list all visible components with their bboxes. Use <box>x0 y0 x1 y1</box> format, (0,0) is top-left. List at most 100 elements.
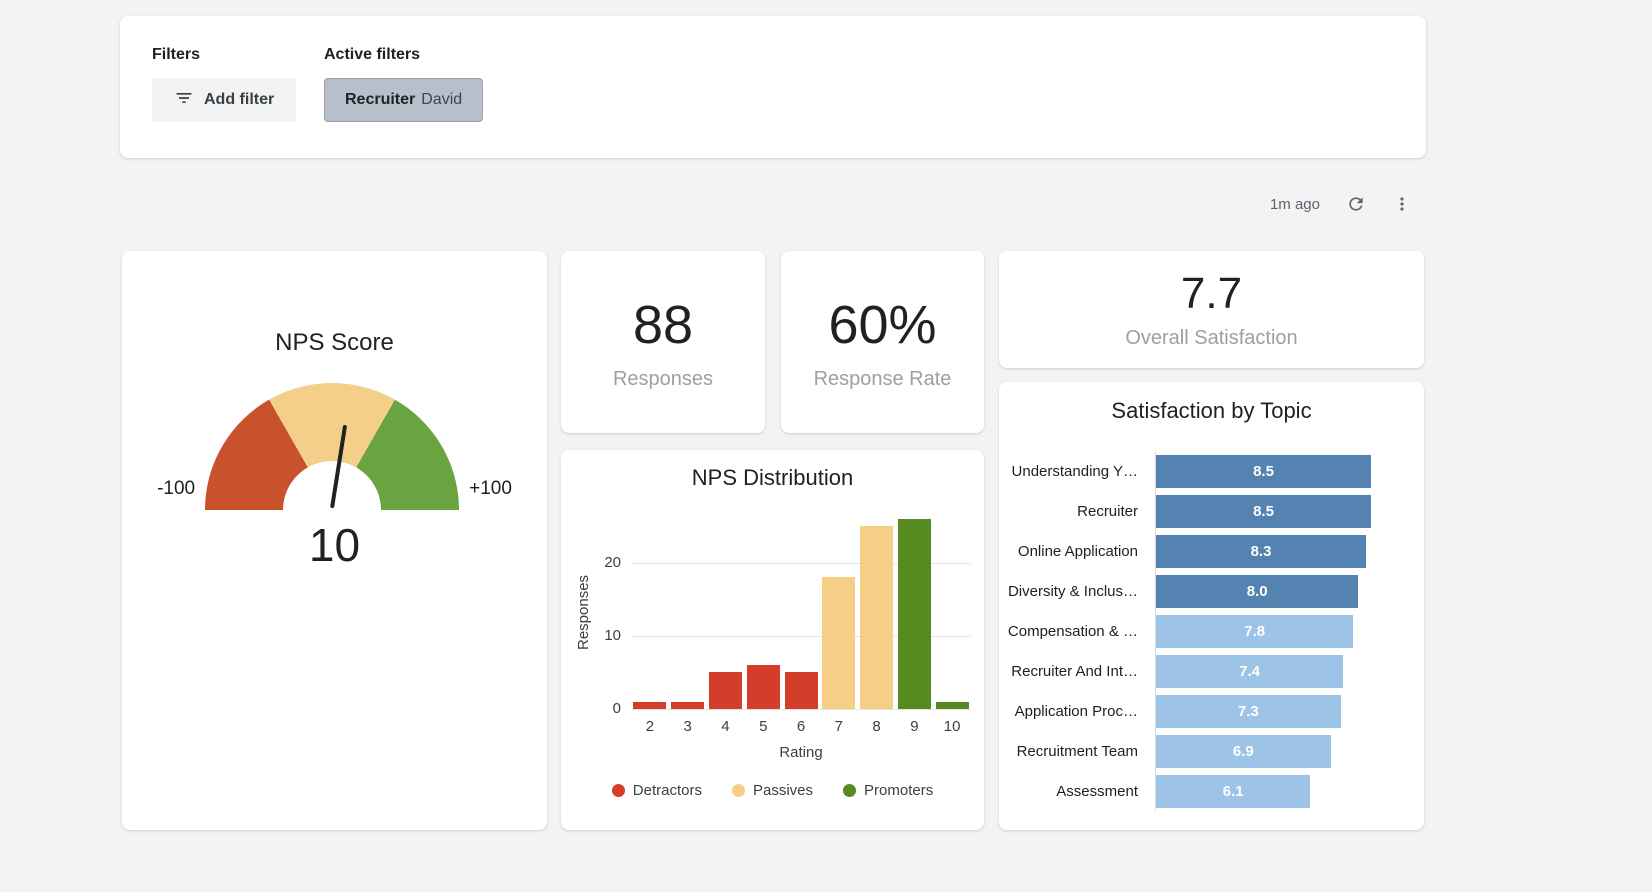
topic-row: Compensation & … 7.8 <box>999 611 1424 651</box>
response-rate-label: Response Rate <box>813 367 952 390</box>
bar-slot <box>858 519 896 709</box>
topic-bar-value: 8.5 <box>1253 502 1274 520</box>
responses-label: Responses <box>612 367 714 390</box>
nps-distribution-xticks: 2 3 4 5 6 7 8 9 10 <box>631 718 971 735</box>
gridline <box>631 709 971 710</box>
legend-dot <box>731 784 745 797</box>
legend-item-passives[interactable]: Passives <box>731 782 814 799</box>
y-axis-label: Responses <box>575 574 592 651</box>
gauge-max-label: +100 <box>469 478 512 499</box>
topic-row: Assessment 6.1 <box>999 771 1424 811</box>
distribution-bar-8[interactable] <box>860 526 894 709</box>
legend-dot <box>843 784 857 797</box>
topic-axis-line <box>1155 451 1156 811</box>
topic-bar-value: 7.8 <box>1244 622 1266 640</box>
x-tick-label: 6 <box>796 718 806 735</box>
topic-bar-4[interactable]: 8.0 <box>1156 574 1359 608</box>
topic-row: Diversity & Inclus… 8.0 <box>999 571 1424 611</box>
topic-bar-value: 8.0 <box>1246 582 1268 600</box>
topic-label: Diversity & Inclus… <box>1007 582 1138 600</box>
filters-heading: Filters <box>152 46 201 63</box>
distribution-bar-9[interactable] <box>897 519 931 709</box>
filter-icon <box>174 88 194 113</box>
bar-slot <box>933 519 971 709</box>
topic-bar-area: 8.5 <box>1155 454 1408 488</box>
topic-bar-area: 8.3 <box>1155 534 1408 568</box>
nps-distribution-card: NPS Distribution Responses 2 3 4 5 6 7 8 9 10 Ra… <box>561 450 984 830</box>
legend-item-promoters[interactable]: Promoters <box>843 782 933 799</box>
x-tick-label: 8 <box>872 718 881 735</box>
filters-column: Filters Add filter <box>152 46 324 158</box>
x-tick-label: 4 <box>721 718 730 735</box>
distribution-bar-6[interactable] <box>784 672 818 709</box>
chip-filter-name: Recruiter <box>345 91 416 108</box>
distribution-bar-7[interactable] <box>822 577 856 709</box>
legend-item-detractors[interactable]: Detractors <box>611 782 702 799</box>
gauge-arc-wrap <box>205 383 460 510</box>
topic-label: Online Application <box>1017 542 1138 560</box>
refresh-button[interactable] <box>1346 194 1366 214</box>
satisfaction-by-topic-card: Satisfaction by Topic Understanding Y… 8.… <box>999 382 1424 830</box>
topic-bar-area: 7.4 <box>1155 654 1408 688</box>
topic-label: Application Proc… <box>1014 702 1138 720</box>
gridline <box>631 562 971 564</box>
topic-bar-area: 7.8 <box>1155 614 1408 648</box>
topic-label: Recruiter And Int… <box>1011 662 1138 680</box>
nps-distribution-legend: Detractors Passives Promoters <box>561 782 984 799</box>
last-updated-text: 1m ago <box>1269 195 1320 213</box>
x-tick-label: 5 <box>759 718 768 735</box>
bar-slot <box>669 519 707 709</box>
topic-bar-value: 8.5 <box>1253 462 1274 480</box>
gridline <box>631 635 971 637</box>
topic-bar-area: 8.5 <box>1155 494 1408 528</box>
topic-bar-value: 6.9 <box>1232 742 1254 760</box>
topic-bar-area: 7.3 <box>1155 694 1408 728</box>
active-filter-chip[interactable]: Recruiter David <box>324 78 484 122</box>
bar-slot <box>707 519 745 709</box>
refresh-icon <box>1349 197 1363 211</box>
topic-bar-3[interactable]: 8.3 <box>1156 534 1366 568</box>
topic-label: Understanding Y… <box>1011 462 1138 480</box>
distribution-bar-5[interactable] <box>746 665 780 709</box>
distribution-bar-4[interactable] <box>708 672 742 709</box>
topic-bar-area: 8.0 <box>1155 574 1408 608</box>
legend-label: Detractors <box>632 782 702 799</box>
topic-bar-value: 8.3 <box>1250 542 1272 560</box>
topic-bar-area: 6.1 <box>1155 774 1408 808</box>
x-tick-label: 9 <box>910 718 919 735</box>
topic-label: Recruitment Team <box>1016 742 1138 760</box>
legend-dot <box>611 784 625 797</box>
topic-row: Recruitment Team 6.9 <box>999 731 1424 771</box>
overall-satisfaction-label: Overall Satisfaction <box>1125 327 1298 349</box>
topic-bar-9[interactable]: 6.1 <box>1156 774 1311 808</box>
x-tick-label: 10 <box>943 718 961 735</box>
filters-panel: Filters Add filter Active filters Recrui… <box>120 16 1426 158</box>
distribution-bar-3[interactable] <box>671 701 705 709</box>
bar-slot <box>782 519 820 709</box>
nps-score-title: NPS Score <box>275 329 394 356</box>
y-tick-label: 0 <box>612 700 621 717</box>
nps-gauge: -100 +100 <box>122 383 547 510</box>
topic-bar-5[interactable]: 7.8 <box>1156 614 1354 648</box>
satisfaction-by-topic-title: Satisfaction by Topic <box>1111 398 1312 423</box>
topic-bar-1[interactable]: 8.5 <box>1156 454 1372 488</box>
bar-slot <box>744 519 782 709</box>
topic-bar-8[interactable]: 6.9 <box>1156 734 1331 768</box>
distribution-bar-10[interactable] <box>935 701 969 709</box>
x-axis-label: Rating <box>779 744 823 761</box>
chip-filter-value: David <box>421 91 463 108</box>
responses-value: 88 <box>632 294 694 355</box>
topic-bar-2[interactable]: 8.5 <box>1156 494 1372 528</box>
topic-row: Application Proc… 7.3 <box>999 691 1424 731</box>
topic-bar-7[interactable]: 7.3 <box>1156 694 1341 728</box>
more-options-button[interactable] <box>1392 194 1412 214</box>
add-filter-button[interactable]: Add filter <box>152 78 297 122</box>
distribution-bar-2[interactable] <box>633 701 667 709</box>
topic-row: Recruiter And Int… 7.4 <box>999 651 1424 691</box>
topic-bar-value: 6.1 <box>1222 782 1244 800</box>
add-filter-label: Add filter <box>204 91 275 108</box>
bar-slot <box>820 519 858 709</box>
legend-label: Passives <box>752 782 814 799</box>
topic-bar-6[interactable]: 7.4 <box>1156 654 1344 688</box>
bar-slot <box>631 519 669 709</box>
